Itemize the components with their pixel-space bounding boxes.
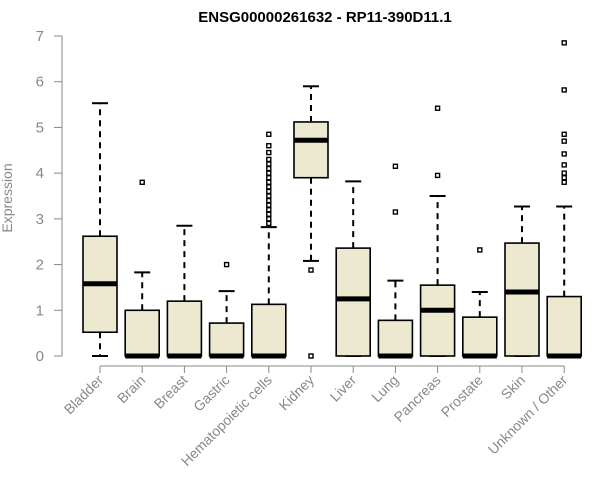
outlier-point — [561, 179, 567, 185]
outlier-point — [308, 353, 314, 359]
outlier-point — [266, 161, 272, 167]
box-iqr — [377, 319, 414, 357]
outlier-point — [561, 170, 567, 176]
x-tick-label: Lung — [368, 372, 401, 405]
box-group — [419, 105, 456, 357]
box-iqr — [546, 295, 583, 357]
outlier-point — [561, 151, 567, 157]
x-tick-label: Liver — [327, 372, 360, 405]
outlier-point — [561, 138, 567, 144]
box-group — [124, 179, 160, 359]
outlier-point — [561, 175, 567, 181]
outlier-point — [266, 156, 272, 163]
outlier-point — [561, 162, 567, 168]
x-tick-label: Bladder — [61, 372, 107, 418]
outlier-point — [266, 143, 272, 149]
box-group — [166, 224, 203, 359]
outlier-point — [266, 202, 272, 208]
box-group — [546, 40, 583, 359]
box-iqr — [166, 300, 203, 357]
outlier-point — [266, 149, 272, 156]
box-iqr — [124, 309, 160, 357]
box-group — [335, 180, 372, 357]
box-group — [208, 261, 245, 359]
outlier-point — [266, 131, 272, 137]
box-group — [293, 85, 329, 359]
outlier-point — [561, 87, 567, 93]
x-tick-label: Brain — [114, 372, 148, 406]
outlier-point — [266, 175, 272, 181]
outlier-point — [266, 207, 272, 213]
outlier-point — [266, 165, 272, 172]
box-group — [82, 102, 118, 357]
y-tick-label: 4 — [36, 165, 44, 182]
box-iqr — [293, 121, 329, 179]
box-group — [461, 247, 498, 359]
box-iqr — [461, 316, 498, 357]
outlier-point — [434, 172, 441, 179]
outlier-point — [266, 179, 272, 185]
outlier-point — [561, 40, 567, 46]
outlier-point — [266, 216, 272, 222]
box-iqr — [335, 247, 372, 357]
box-iqr — [251, 303, 287, 357]
outlier-point — [477, 247, 483, 253]
outlier-point — [561, 131, 567, 137]
x-tick-label: Kidney — [276, 372, 318, 414]
x-tick-label: Unknown / Other — [485, 372, 571, 458]
y-tick-label: 0 — [36, 348, 44, 365]
x-tick-label: Breast — [151, 372, 191, 412]
outlier-point — [308, 267, 314, 273]
box-group — [251, 131, 287, 359]
outlier-point — [266, 184, 272, 190]
x-tick-label: Prostate — [438, 372, 486, 420]
box-iqr — [504, 242, 540, 357]
box-group — [504, 205, 540, 357]
outlier-point — [266, 211, 272, 217]
outlier-point — [392, 209, 399, 215]
outlier-point — [139, 179, 145, 185]
outlier-point — [392, 163, 399, 169]
box-group — [377, 163, 414, 359]
x-tick-label: Skin — [498, 372, 529, 403]
chart-title: ENSG00000261632 - RP11-390D11.1 — [198, 9, 452, 26]
y-tick-label: 1 — [36, 302, 44, 319]
y-axis: 0 1 2 3 4 5 6 7 — [36, 28, 63, 365]
outlier-point — [266, 197, 272, 204]
boxes-layer — [82, 40, 583, 359]
y-tick-label: 6 — [36, 74, 44, 91]
box-iqr — [208, 322, 245, 357]
outlier-point — [223, 261, 230, 268]
y-tick-label: 2 — [36, 257, 44, 274]
x-tick-label: Pancreas — [391, 372, 444, 425]
y-tick-label: 7 — [36, 28, 44, 45]
box-iqr — [419, 284, 456, 357]
y-axis-label: Expression — [0, 163, 15, 232]
y-tick-label: 3 — [36, 211, 44, 228]
outlier-point — [266, 170, 272, 176]
outlier-point — [266, 193, 272, 199]
y-tick-label: 5 — [36, 119, 44, 136]
outlier-point — [266, 188, 272, 195]
outlier-point — [266, 220, 272, 227]
outlier-point — [434, 105, 441, 111]
